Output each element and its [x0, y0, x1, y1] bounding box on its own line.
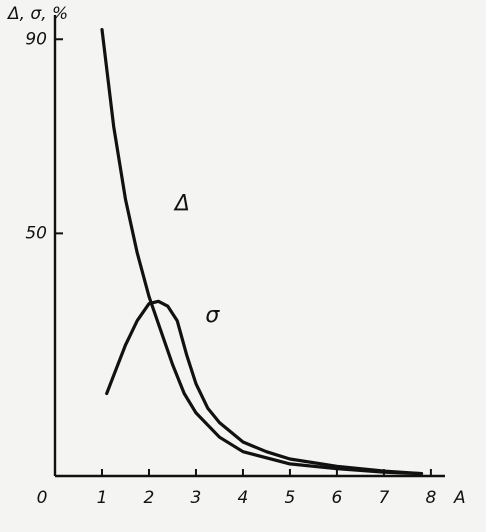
- series-label: σ: [205, 303, 220, 328]
- series-label: Δ: [173, 191, 190, 216]
- y-tick-label: 90: [25, 29, 47, 49]
- x-tick-label: 2: [144, 488, 155, 508]
- line-0: [100, 28, 424, 476]
- y-axis-label: Δ, σ, %: [6, 4, 68, 24]
- x-tick-label: 4: [238, 488, 249, 508]
- x-tick-label: 6: [332, 488, 343, 508]
- x-axis-label: A: [453, 488, 466, 508]
- y-tick-label: 50: [25, 223, 47, 243]
- x-tick-label: 0: [37, 488, 48, 508]
- line-1: [105, 299, 424, 476]
- x-tick-label: 3: [191, 488, 202, 508]
- x-tick-label: 5: [285, 488, 296, 508]
- x-tick-label: 7: [379, 488, 390, 508]
- x-tick-label: 8: [425, 488, 436, 508]
- x-tick-label: 1: [97, 488, 108, 508]
